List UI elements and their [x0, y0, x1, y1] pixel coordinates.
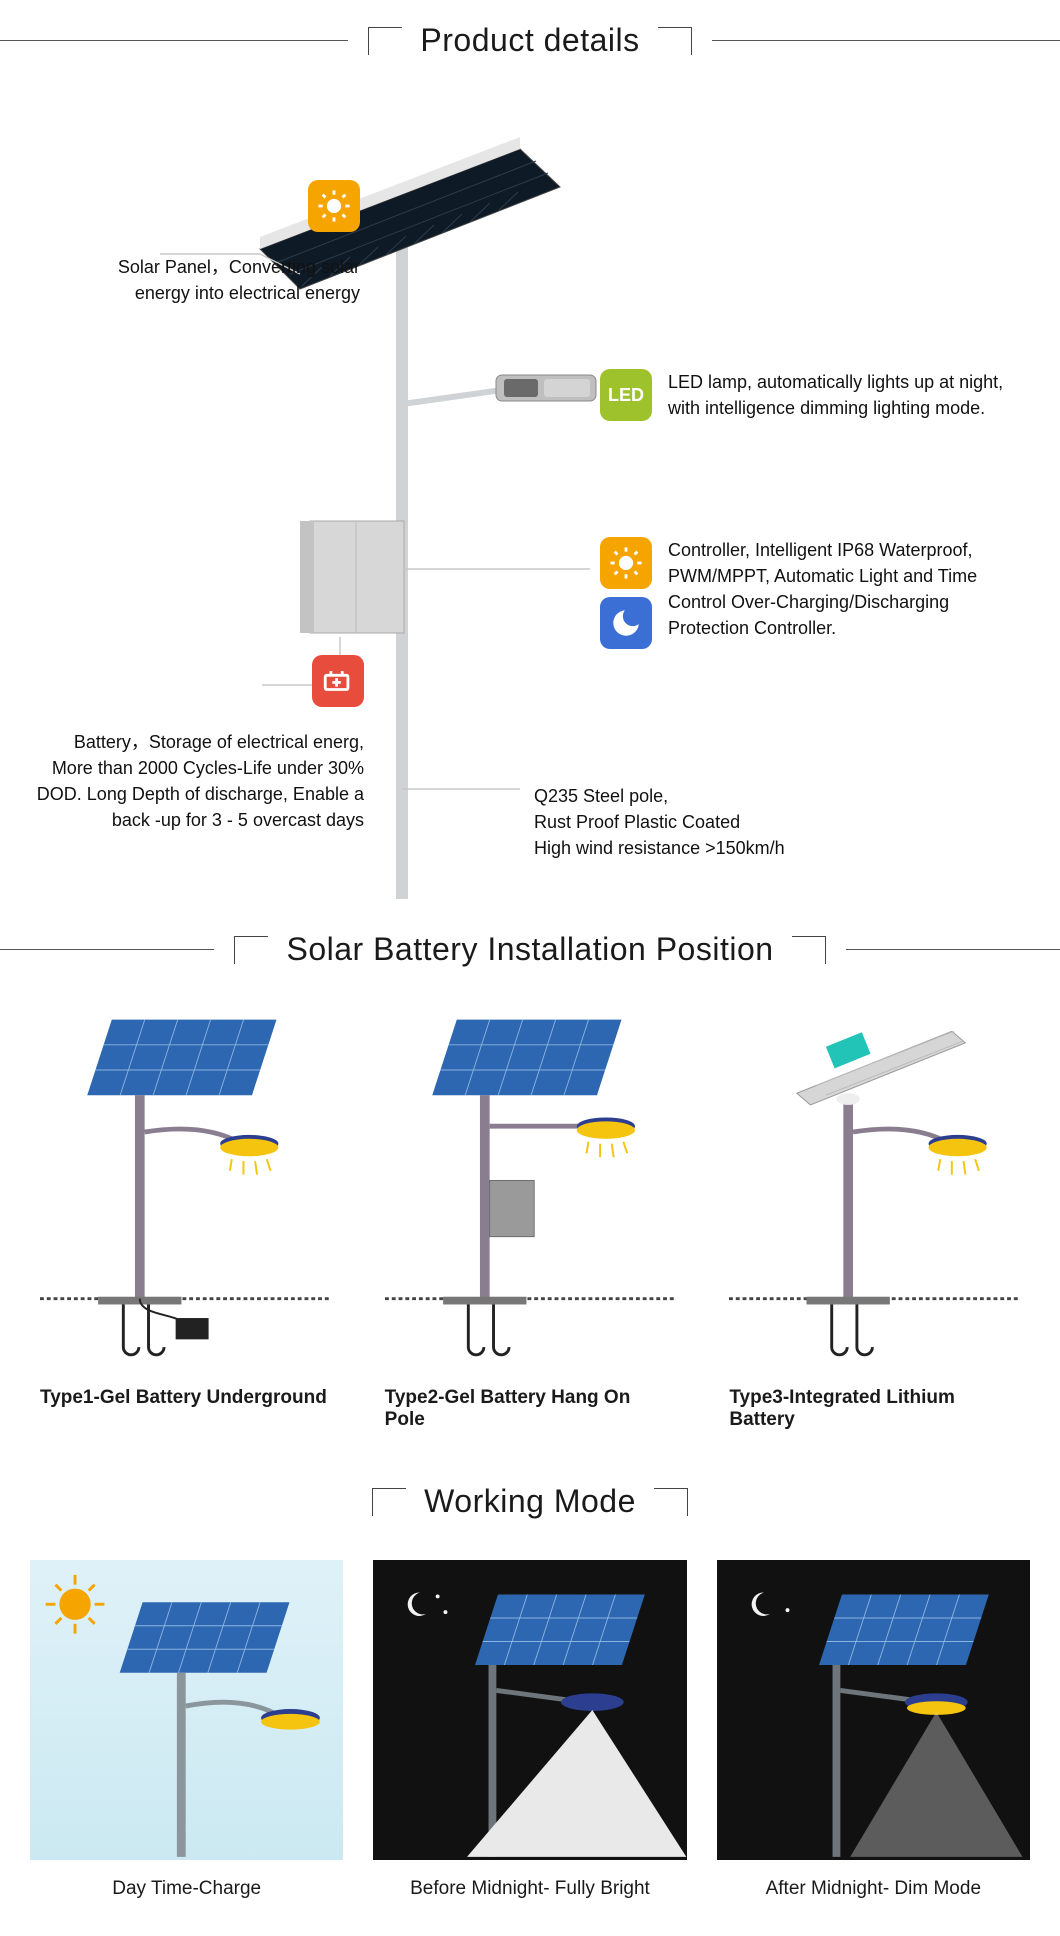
led-badge-icon: LED [600, 369, 652, 421]
rule [0, 40, 348, 41]
bracket-left [234, 936, 268, 964]
bracket-left [368, 27, 402, 55]
callout-led-text: LED lamp, automatically lights up at nig… [668, 372, 1003, 418]
install-diagram-2 [385, 1008, 676, 1366]
working-day: Day Time-Charge [30, 1560, 343, 1900]
rule [712, 40, 1060, 41]
wm-dim-diagram [717, 1560, 1030, 1860]
section-title-working: Working Mode [0, 1461, 1060, 1550]
working-mode-row: Day Time-Charge Before Midnight- [0, 1550, 1060, 1936]
sun-icon [308, 180, 360, 232]
led-badge-label: LED [608, 382, 644, 408]
install-type1: Type1-Gel Battery Underground [40, 1008, 331, 1431]
callout-led: LED LED lamp, automatically lights up at… [600, 369, 1020, 431]
rule [846, 949, 1060, 950]
moon-icon [600, 597, 652, 649]
callout-battery: Battery，Storage of electrical energ, Mor… [34, 729, 364, 833]
callout-controller-text: Controller, Intelligent IP68 Waterproof,… [668, 540, 977, 638]
heading-details: Product details [420, 22, 639, 59]
heading-install: Solar Battery Installation Position [286, 931, 773, 968]
install-type3-label: Type3-Integrated Lithium Battery [729, 1387, 1020, 1431]
battery-icon [312, 655, 364, 707]
callout-pole: Q235 Steel pole, Rust Proof Plastic Coat… [534, 757, 954, 861]
callout-solar-panel: Solar Panel，Converting solar energy into… [60, 254, 360, 306]
working-bright: Before Midnight- Fully Bright [373, 1560, 686, 1900]
callout-battery-text: Battery，Storage of electrical energ, Mor… [37, 732, 364, 830]
install-row: Type1-Gel Battery Underground Ty [0, 998, 1060, 1461]
section-title-install: Solar Battery Installation Position [0, 909, 1060, 998]
bracket-right [654, 1488, 688, 1516]
bracket-right [792, 936, 826, 964]
heading-working: Working Mode [424, 1483, 636, 1520]
wm-day-diagram [30, 1560, 343, 1860]
wm-bright-diagram [373, 1560, 686, 1860]
install-type3: Type3-Integrated Lithium Battery [729, 1008, 1020, 1431]
install-diagram-3 [729, 1008, 1020, 1366]
install-diagram-1 [40, 1008, 331, 1366]
bracket-right [658, 27, 692, 55]
bracket-left [372, 1488, 406, 1516]
wm-day-label: Day Time-Charge [30, 1878, 343, 1900]
install-type1-label: Type1-Gel Battery Underground [40, 1387, 331, 1409]
wm-dim-label: After Midnight- Dim Mode [717, 1878, 1030, 1900]
wm-bright-label: Before Midnight- Fully Bright [373, 1878, 686, 1900]
callout-pole-text: Q235 Steel pole, Rust Proof Plastic Coat… [534, 786, 785, 858]
callout-controller: Controller, Intelligent IP68 Waterproof,… [600, 537, 1030, 657]
product-details-diagram: Solar Panel，Converting solar energy into… [0, 89, 1060, 909]
rule [0, 949, 214, 950]
install-type2-label: Type2-Gel Battery Hang On Pole [385, 1387, 676, 1431]
section-title-details: Product details [0, 0, 1060, 89]
install-type2: Type2-Gel Battery Hang On Pole [385, 1008, 676, 1431]
working-dim: After Midnight- Dim Mode [717, 1560, 1030, 1900]
sun-icon [600, 537, 652, 589]
callout-solar-text: Solar Panel，Converting solar energy into… [118, 257, 360, 303]
